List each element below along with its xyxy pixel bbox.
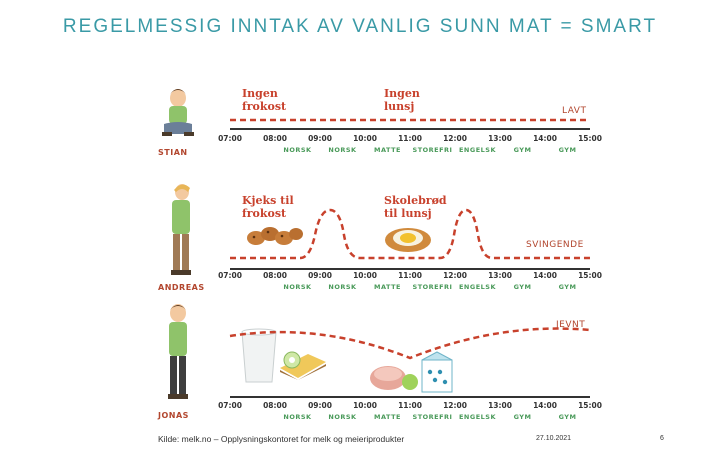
- cookies-icon: [247, 227, 303, 245]
- time-tick-label: 15:00: [578, 401, 602, 410]
- time-tick-label: 08:00: [263, 401, 287, 410]
- panel-name: ANDREAS: [158, 283, 205, 292]
- blood-sugar-curve-steady: [229, 327, 591, 360]
- annotation-line: Kjeks til: [242, 194, 294, 207]
- time-tick-label: 08:00: [263, 134, 287, 143]
- subject-row: NORSK NORSK MATTE STOREFRI ENGELSK GYM GYM: [150, 283, 602, 293]
- subject-label: MATTE: [374, 413, 401, 421]
- subject-label: GYM: [513, 146, 532, 154]
- time-tick-label: 09:00: [308, 134, 332, 143]
- annotation-line: frokost: [242, 207, 287, 220]
- sandwich-icon: [280, 351, 326, 380]
- subject-label: STOREFRI: [412, 146, 453, 154]
- subject-label: GYM: [558, 283, 577, 291]
- subject-label: ENGELSK: [458, 283, 497, 291]
- slide-title: REGELMESSIG INNTAK AV VANLIG SUNN MAT = …: [62, 16, 658, 37]
- time-tick-label: 15:00: [578, 134, 602, 143]
- subject-label: NORSK: [328, 413, 357, 421]
- time-tick-label: 13:00: [488, 134, 512, 143]
- panel-andreas: ANDREAS Kjeks til frokost Skolebrød til …: [150, 180, 602, 295]
- annotation-no-breakfast: Ingen frokost: [242, 87, 286, 113]
- time-tick-label: 12:00: [443, 134, 467, 143]
- time-tick-label: 08:00: [263, 271, 287, 280]
- subject-label: GYM: [558, 146, 577, 154]
- time-tick-label: 13:00: [488, 271, 512, 280]
- source-caption: Kilde: melk.no – Opplysningskontoret for…: [158, 434, 405, 444]
- annotation-line: til lunsj: [384, 207, 432, 220]
- annotation-line: Ingen: [242, 87, 278, 100]
- subject-row: NORSK NORSK MATTE STOREFRI ENGELSK GYM GYM: [150, 413, 602, 423]
- time-row: 07:00 08:00 09:00 10:00 11:00 12:00 13:00 14:00…: [150, 271, 602, 281]
- annotation-line: Skolebrød: [384, 194, 447, 207]
- annotation-cookies-breakfast: Kjeks til frokost: [242, 194, 294, 220]
- panel-stian: STIAN Ingen frokost Ingen lunsj LAVT 07:…: [150, 82, 602, 158]
- level-label: JEVNT: [556, 320, 586, 330]
- panel-name: STIAN: [158, 148, 188, 157]
- time-tick-label: 11:00: [398, 401, 422, 410]
- time-axis: [230, 128, 590, 130]
- level-label: LAVT: [562, 106, 587, 116]
- stian-figure-icon: [162, 89, 194, 136]
- time-tick-label: 12:00: [443, 401, 467, 410]
- time-row: 07:00 08:00 09:00 10:00 11:00 12:00 13:00 14:00…: [150, 134, 602, 144]
- time-tick-label: 14:00: [533, 401, 557, 410]
- annotation-line: lunsj: [384, 100, 415, 113]
- time-axis: [230, 396, 590, 398]
- annotation-line: Ingen: [384, 87, 420, 100]
- bun-icon: [385, 228, 431, 252]
- time-tick-label: 14:00: [533, 134, 557, 143]
- milk-glass-icon: [241, 328, 277, 383]
- time-tick-label: 11:00: [398, 134, 422, 143]
- subject-label: GYM: [558, 413, 577, 421]
- level-label: SVINGENDE: [526, 240, 584, 250]
- subject-row: NORSK NORSK MATTE STOREFRI ENGELSK GYM GYM: [150, 146, 602, 156]
- annotation-line: frokost: [242, 100, 287, 113]
- subject-label: STOREFRI: [412, 283, 453, 291]
- bread-fruit-milk-icon: [370, 351, 453, 393]
- slide-date: 27.10.2021: [536, 435, 572, 442]
- time-tick-label: 15:00: [578, 271, 602, 280]
- time-tick-label: 07:00: [218, 134, 242, 143]
- subject-label: NORSK: [328, 146, 357, 154]
- blood-sugar-curve-low: [230, 118, 590, 122]
- time-tick-label: 11:00: [398, 271, 422, 280]
- subject-label: NORSK: [283, 146, 312, 154]
- time-tick-label: 10:00: [353, 401, 377, 410]
- andreas-figure-icon: [171, 184, 191, 275]
- time-tick-label: 14:00: [533, 271, 557, 280]
- time-tick-label: 07:00: [218, 401, 242, 410]
- subject-label: MATTE: [374, 146, 401, 154]
- time-axis: [230, 268, 590, 270]
- time-tick-label: 09:00: [308, 271, 332, 280]
- time-tick-label: 09:00: [308, 401, 332, 410]
- blood-sugar-curve-swinging: [230, 208, 590, 260]
- time-tick-label: 10:00: [353, 134, 377, 143]
- subject-label: NORSK: [283, 413, 312, 421]
- time-tick-label: 12:00: [443, 271, 467, 280]
- subject-label: ENGELSK: [458, 146, 497, 154]
- time-tick-label: 10:00: [353, 271, 377, 280]
- time-tick-label: 07:00: [218, 271, 242, 280]
- subject-label: NORSK: [283, 283, 312, 291]
- annotation-bun-lunch: Skolebrød til lunsj: [384, 194, 447, 220]
- subject-label: GYM: [513, 283, 532, 291]
- panel-name: JONAS: [158, 411, 189, 420]
- time-tick-label: 13:00: [488, 401, 512, 410]
- subject-label: ENGELSK: [458, 413, 497, 421]
- subject-label: GYM: [513, 413, 532, 421]
- subject-label: STOREFRI: [412, 413, 453, 421]
- subject-label: MATTE: [374, 283, 401, 291]
- panel-jonas: JONAS JEVNT 07:00 08:00 09:00 10:00 11:00 12:…: [150, 300, 602, 422]
- jonas-figure-icon: [168, 304, 188, 399]
- slide-number: 6: [660, 435, 664, 442]
- time-row: 07:00 08:00 09:00 10:00 11:00 12:00 13:00 14:00…: [150, 401, 602, 411]
- annotation-no-lunch: Ingen lunsj: [384, 87, 420, 113]
- subject-label: NORSK: [328, 283, 357, 291]
